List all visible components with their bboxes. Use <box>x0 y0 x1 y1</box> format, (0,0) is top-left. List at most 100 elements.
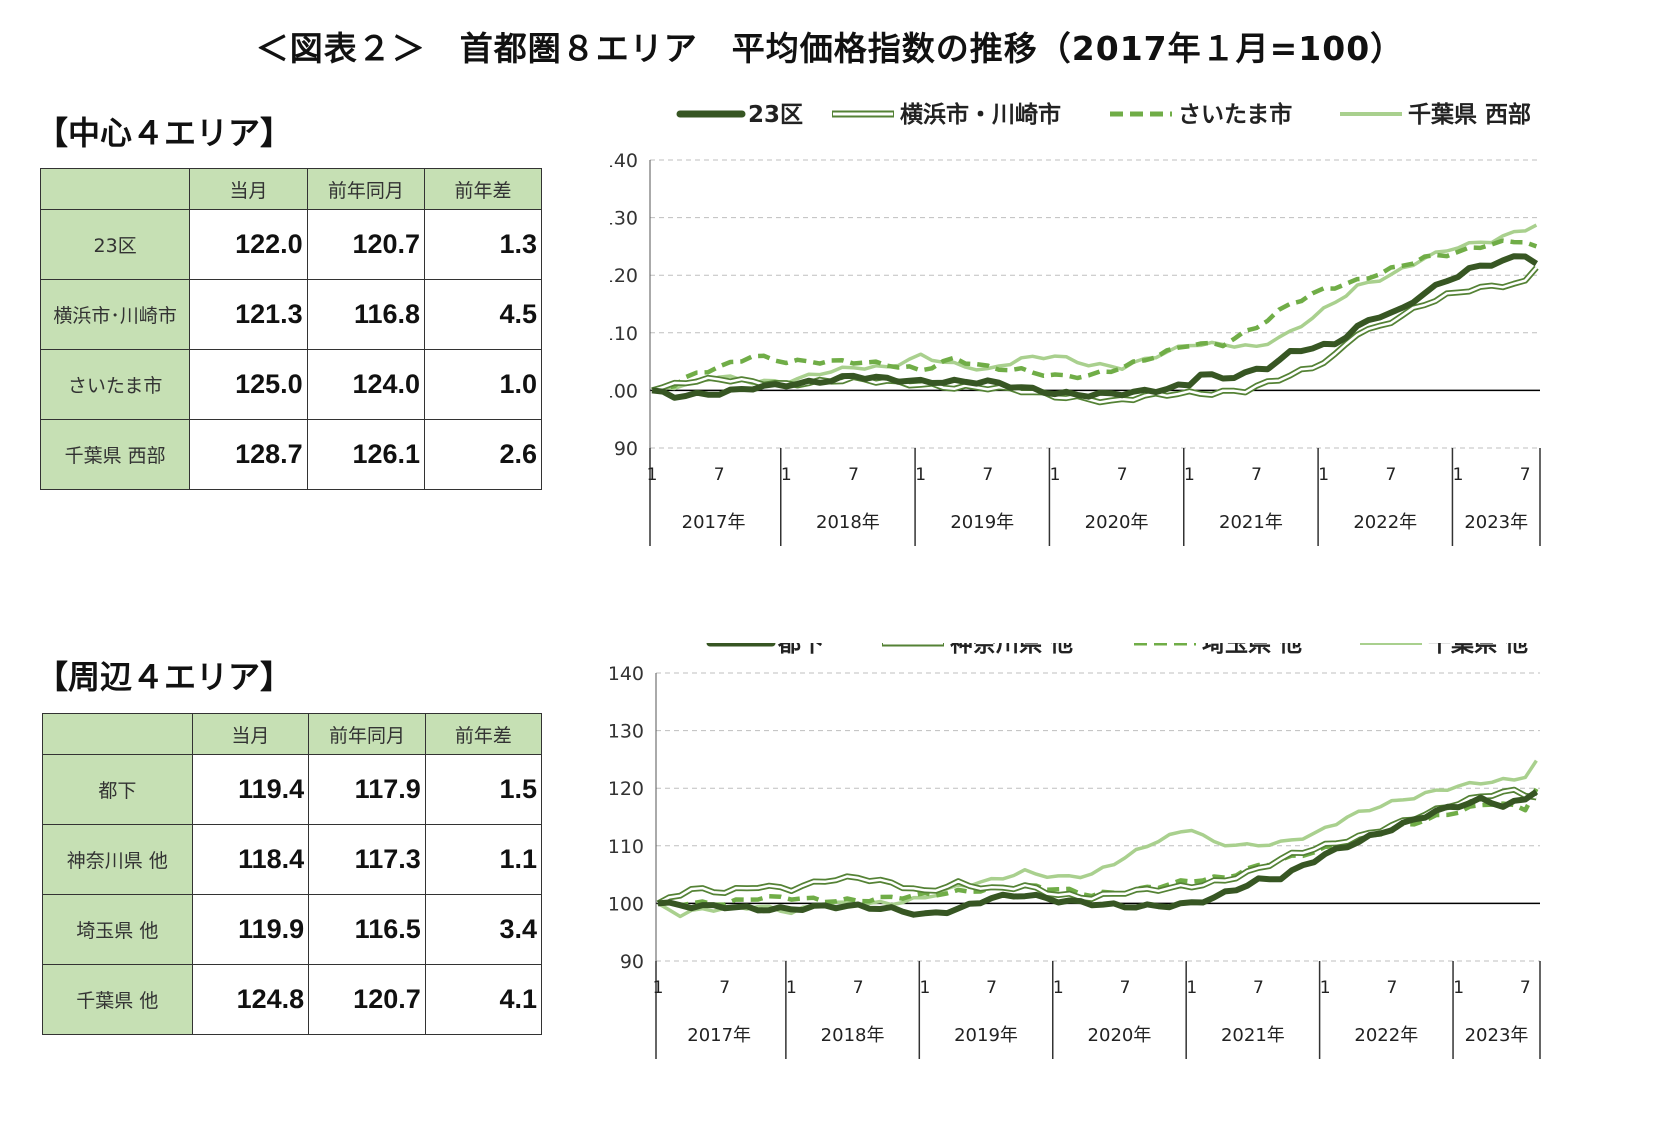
area-label: 横浜市･川崎市 <box>39 279 191 350</box>
y-tick-label: 110 <box>610 836 644 858</box>
series-path <box>651 223 1538 393</box>
legend-item: 横浜市・川崎市 <box>832 101 1061 128</box>
table-row: 横浜市･川崎市 121.3 116.8 4.5 <box>39 279 542 350</box>
current-value: 122.0 <box>189 209 308 280</box>
table-row: 千葉県 西部 128.7 126.1 2.6 <box>39 419 542 490</box>
table-row: 都下 119.4 117.9 1.5 <box>42 754 543 825</box>
legend-label: 千葉県 西部 <box>1408 101 1531 128</box>
diff-value: 4.5 <box>424 279 542 350</box>
prev-year-value: 124.0 <box>306 349 426 420</box>
diff-value: 2.6 <box>424 419 542 490</box>
x-month-label: 1 <box>915 465 926 485</box>
y-tick-label: 90 <box>614 438 638 460</box>
prev-year-value: 126.1 <box>306 419 426 490</box>
x-month-label: 1 <box>1318 465 1329 485</box>
y-tick-label: 130 <box>610 721 644 743</box>
current-value: 121.3 <box>189 279 308 350</box>
section-title-central: 【中心４エリア】 <box>36 114 293 152</box>
legend-label: さいたま市 <box>1178 101 1292 128</box>
series-path-inner <box>657 788 1537 905</box>
header-current: 当月 <box>189 168 308 210</box>
x-month-label: 1 <box>1320 978 1331 998</box>
series-path <box>656 786 1537 907</box>
diff-value: 4.1 <box>424 964 543 1035</box>
series-line <box>657 789 1539 918</box>
x-month-label: 1 <box>1453 978 1464 998</box>
x-month-label: 7 <box>1520 465 1531 485</box>
figure-title: ＜図表２＞ 首都圏８エリア 平均価格指数の推移（2017年１月=100） <box>255 29 1405 68</box>
y-tick-label: 130 <box>610 208 638 230</box>
prev-year-value: 117.3 <box>308 824 426 895</box>
section-title-suburban: 【周辺４エリア】 <box>36 658 293 696</box>
x-year-label: 2022年 <box>1354 1025 1418 1046</box>
prev-year-value: 116.5 <box>308 894 426 965</box>
legend-label: 千葉県 他 <box>1428 643 1528 657</box>
current-value: 118.4 <box>191 824 310 895</box>
legend-label: 23区 <box>748 102 803 128</box>
x-year-label: 2019年 <box>954 1025 1018 1046</box>
legend-label: 都下 <box>777 643 824 657</box>
x-month-label: 7 <box>1385 465 1396 485</box>
x-month-label: 1 <box>647 465 658 485</box>
table-row: 千葉県 他 124.8 120.7 4.1 <box>42 964 543 1035</box>
header-prev-year: 前年同月 <box>306 168 426 210</box>
y-tick-label: 100 <box>610 893 644 915</box>
x-year-label: 2023年 <box>1465 1025 1529 1046</box>
area-label: さいたま市 <box>39 349 191 420</box>
x-month-label: 1 <box>919 978 930 998</box>
legend-label: 横浜市・川崎市 <box>900 101 1061 128</box>
x-month-label: 1 <box>781 465 792 485</box>
x-year-label: 2023年 <box>1464 512 1528 533</box>
y-tick-label: 120 <box>610 265 638 287</box>
y-tick-label: 140 <box>610 663 644 685</box>
area-label: 千葉県 西部 <box>39 419 191 490</box>
y-tick-label: 140 <box>610 150 638 172</box>
x-month-label: 7 <box>986 978 997 998</box>
y-tick-label: 90 <box>620 951 644 973</box>
prev-year-value: 120.7 <box>308 964 426 1035</box>
x-month-label: 7 <box>1520 978 1531 998</box>
y-tick-label: 100 <box>610 380 638 402</box>
legend-label: 神奈川県 他 <box>950 643 1073 657</box>
legend-item: 神奈川県 他 <box>882 643 1073 657</box>
legend-item: 都下 <box>706 643 824 657</box>
x-month-label: 7 <box>848 465 859 485</box>
x-month-label: 1 <box>1184 465 1195 485</box>
x-month-label: 7 <box>1386 978 1397 998</box>
x-year-label: 2018年 <box>816 512 880 533</box>
series-path <box>657 789 1539 918</box>
x-month-label: 1 <box>653 978 664 998</box>
diff-value: 1.0 <box>424 349 542 420</box>
header-blank <box>42 713 193 755</box>
x-year-label: 2020年 <box>1088 1025 1152 1046</box>
current-value: 124.8 <box>191 964 310 1035</box>
current-value: 125.0 <box>189 349 308 420</box>
table-row: 神奈川県 他 118.4 117.3 1.1 <box>42 824 543 895</box>
current-value: 119.9 <box>191 894 310 965</box>
y-tick-label: 110 <box>610 323 638 345</box>
y-tick-label: 120 <box>610 778 644 800</box>
diff-value: 1.5 <box>424 754 543 825</box>
x-month-label: 7 <box>719 978 730 998</box>
x-month-label: 7 <box>1253 978 1264 998</box>
series-line <box>651 238 1538 393</box>
area-label: 千葉県 他 <box>42 964 193 1035</box>
x-month-label: 1 <box>1453 465 1464 485</box>
legend-item: 千葉県 西部 <box>1340 101 1531 128</box>
table-row: 埼玉県 他 119.9 116.5 3.4 <box>42 894 543 965</box>
area-label: 埼玉県 他 <box>42 894 193 965</box>
diff-value: 1.3 <box>424 209 542 280</box>
series-line <box>651 223 1538 393</box>
x-year-label: 2019年 <box>950 512 1014 533</box>
header-blank <box>39 168 191 210</box>
diff-value: 3.4 <box>424 894 543 965</box>
area-label: 23区 <box>39 209 191 280</box>
legend-item: 23区 <box>676 102 803 128</box>
suburban-areas-line-chart: 90 100 110 120 130 140 1 7 2017年 1 7 2018年 1 7 2019年 1 7… <box>610 643 1541 1059</box>
central-areas-line-chart: 90 100 110 120 130 140 1 7 2017年 1 7 2018年 1 7 2019年 1 7… <box>610 101 1541 546</box>
x-month-label: 1 <box>1053 978 1064 998</box>
x-month-label: 1 <box>1050 465 1061 485</box>
legend-label: 埼玉県 他 <box>1202 643 1302 657</box>
suburban-areas-table: 当月 前年同月 前年差 都下 119.4 117.9 1.5 神奈川県 他 11… <box>42 713 543 1035</box>
header-prev-year: 前年同月 <box>308 713 426 755</box>
